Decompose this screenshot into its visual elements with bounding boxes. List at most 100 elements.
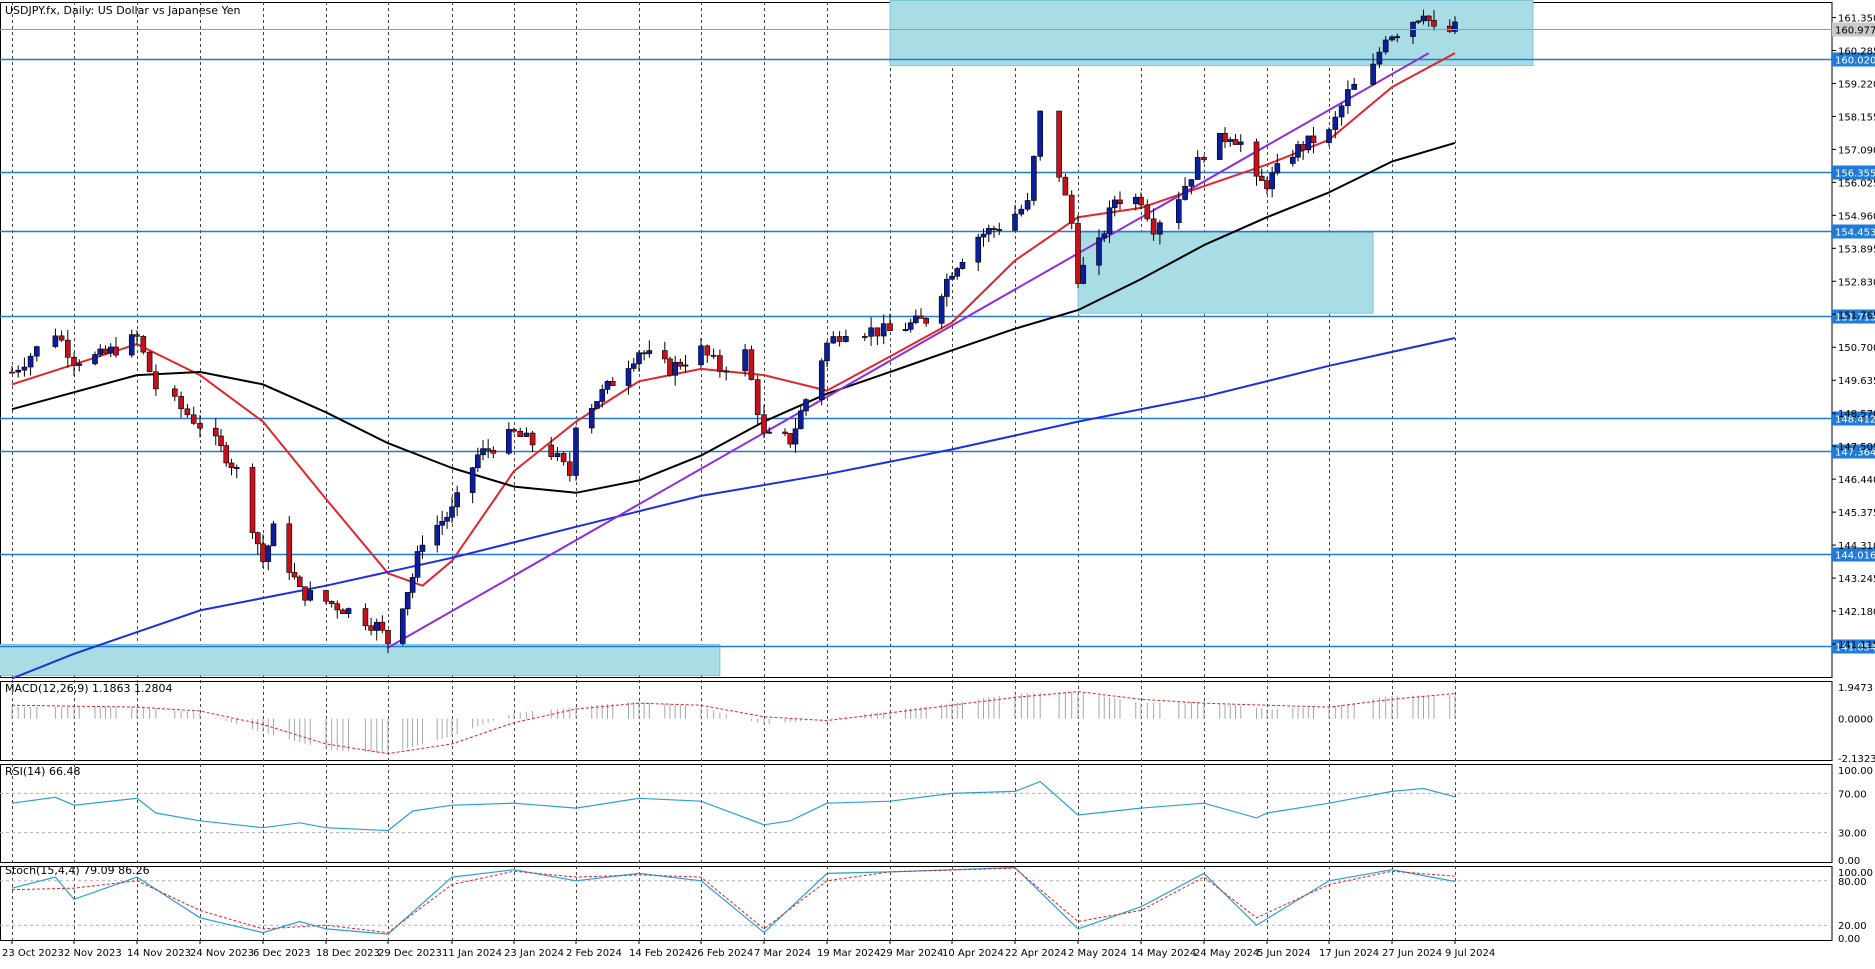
bear-candle (560, 453, 567, 463)
level-tag (1832, 639, 1875, 654)
bull-candle (1096, 237, 1102, 266)
bull-candle (818, 360, 825, 400)
x-tick-label: 23 Jan 2024 (504, 948, 564, 959)
bull-candle (868, 327, 874, 337)
bull-candle (506, 429, 512, 454)
stoch-d-line (11, 867, 1456, 934)
bull-candle (21, 366, 28, 371)
bear-candle (887, 323, 893, 331)
x-tick-label: 24 May 2024 (1194, 948, 1259, 959)
x-tick-label: 9 Jul 2024 (1445, 948, 1495, 959)
bull-candle (1452, 21, 1458, 32)
panel-frame (0, 681, 1833, 761)
bull-candle (1420, 15, 1427, 22)
bear-candle (65, 339, 71, 358)
bear-candle (334, 603, 341, 611)
bull-candle (1080, 264, 1087, 284)
bull-candle (449, 506, 455, 518)
level-tag-label: 160.020 (1835, 56, 1875, 67)
bear-candle (254, 532, 261, 545)
level-tag-label: 148.412 (1835, 415, 1875, 426)
level-tag-label: 144.016 (1835, 551, 1875, 562)
bull-candle (454, 492, 460, 508)
bear-candle (1300, 144, 1306, 151)
bull-candle (270, 523, 277, 547)
bull-candle (1274, 163, 1281, 174)
panel-tick-label: 0.0000 (1838, 715, 1873, 726)
x-tick-label: 17 Jun 2024 (1319, 948, 1379, 959)
bull-candle (1101, 233, 1108, 239)
bear-candle (529, 432, 536, 446)
bull-candle (1332, 116, 1339, 130)
panel-tick-label: 80.00 (1838, 877, 1867, 888)
bull-candle (1269, 172, 1275, 190)
horizontal-levels[interactable]: 160.020 156.355 154.453 151.715 148.412 147.3… (0, 52, 1875, 654)
bear-candle (323, 590, 329, 602)
bull-candle (902, 329, 909, 331)
bear-candle (1056, 110, 1062, 178)
bear-candle (291, 572, 298, 578)
bull-candle (843, 336, 849, 342)
bear-candle (1253, 141, 1260, 177)
bull-candle (573, 427, 579, 476)
panel-tick-label: 1.9473 (1838, 683, 1873, 694)
x-tick-label: 6 Dec 2023 (253, 948, 311, 959)
bear-candle (1075, 223, 1081, 284)
bear-candle (754, 379, 761, 416)
y-tick-label: 154.960 (1838, 211, 1875, 222)
bull-candle (265, 545, 272, 562)
bull-candle (604, 380, 611, 390)
chart-title: USDJPY.fx, Daily: US Dollar vs Japanese … (5, 4, 241, 17)
bull-candle (1394, 36, 1401, 39)
bull-candle (1351, 83, 1357, 90)
bull-candle (1370, 63, 1376, 85)
bear-candle (641, 352, 647, 355)
bear-candle (249, 467, 256, 533)
grid (0, 2, 1833, 941)
bear-candle (1431, 20, 1437, 27)
y-tick-label: 143.245 (1838, 574, 1875, 585)
bull-candle (824, 342, 830, 362)
bear-candle (836, 336, 843, 342)
bear-candle (140, 336, 147, 353)
bull-candle (409, 577, 416, 593)
bull-candle (1326, 129, 1332, 143)
bull-candle (1024, 200, 1031, 210)
bear-candle (861, 336, 868, 338)
bull-candle (1415, 20, 1422, 23)
x-tick-label: 14 May 2024 (1131, 948, 1196, 959)
moving-average-black (11, 141, 1456, 494)
bear-candle (1138, 196, 1144, 206)
axes: 161.350 160.285 159.220 158.155 157.090 156.0… (2, 13, 1875, 959)
bull-candle (830, 336, 837, 344)
y-tick-label: 148.570 (1838, 409, 1875, 420)
bull-candle (439, 520, 445, 526)
bear-candle (9, 371, 15, 374)
bear-candle (212, 427, 219, 437)
level-tag-label: 156.355 (1835, 169, 1875, 180)
bull-candle (594, 401, 600, 409)
stoch-k-line (11, 866, 1456, 935)
y-tick-label: 149.635 (1838, 376, 1875, 387)
bull-candle (682, 364, 689, 367)
y-tick-label: 147.505 (1838, 442, 1875, 453)
bear-candle (511, 429, 517, 432)
bull-candle (672, 362, 678, 376)
bear-candle (1264, 180, 1270, 190)
trendlines[interactable] (387, 52, 1430, 649)
x-tick-label: 19 Mar 2024 (817, 948, 880, 959)
bull-candle (15, 369, 21, 373)
y-tick-label: 141.115 (1838, 640, 1875, 651)
bear-candle (228, 462, 235, 469)
panel-tick-label: 20.00 (1838, 921, 1867, 932)
panel-frame (0, 2, 1833, 678)
bull-candle (1216, 133, 1223, 160)
bull-candle (523, 432, 530, 437)
bull-candle (1132, 196, 1139, 205)
bull-candle (1194, 156, 1201, 180)
bear-candle (340, 609, 346, 615)
bear-candle (918, 315, 924, 319)
level-tag-label: 141.054 (1835, 643, 1875, 654)
